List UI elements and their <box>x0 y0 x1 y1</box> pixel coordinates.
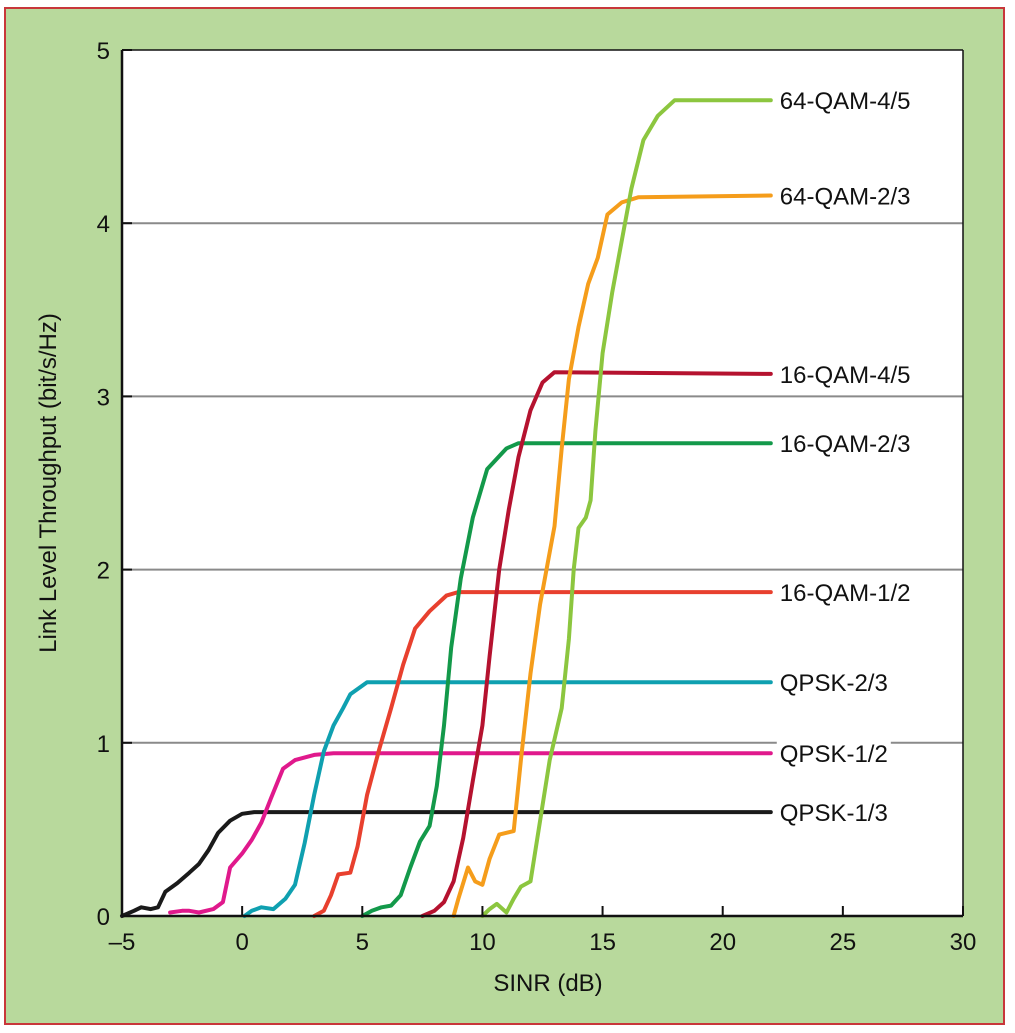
series-line <box>242 680 773 918</box>
x-tick-label: 15 <box>589 929 616 956</box>
x-tick-label: 10 <box>469 929 496 956</box>
series-label-background <box>776 361 914 389</box>
series-label: 64-QAM-4/5 <box>780 88 911 115</box>
series-label: 64-QAM-2/3 <box>780 183 911 210</box>
series-label: 16-QAM-1/2 <box>780 580 911 607</box>
series-line <box>420 370 773 918</box>
x-tick-label: 20 <box>709 929 736 956</box>
series-label-background <box>776 88 914 116</box>
y-tick-label: 0 <box>97 904 110 931</box>
series-lines <box>120 98 773 918</box>
series-label-background <box>776 800 891 828</box>
series-line <box>451 193 773 918</box>
x-tick-label: 25 <box>830 929 857 956</box>
series-line <box>168 751 773 915</box>
series-label: QPSK-1/3 <box>780 800 888 827</box>
y-axis-title: Link Level Throughput (bit/s/Hz) <box>35 313 62 653</box>
series-label-background <box>776 670 891 698</box>
x-tick-label: –5 <box>109 929 136 956</box>
x-axis-title: SINR (dB) <box>493 970 602 997</box>
plot-area <box>122 50 963 916</box>
series-line <box>312 590 773 918</box>
y-tick-label: 1 <box>97 731 110 758</box>
x-tick-label: 0 <box>235 929 248 956</box>
x-tick-label: 5 <box>356 929 369 956</box>
series-label-background <box>776 580 914 608</box>
series-line <box>480 98 773 918</box>
y-tick-label: 5 <box>97 38 110 65</box>
series-line <box>120 810 773 918</box>
series-line <box>360 441 773 918</box>
axes <box>120 49 964 918</box>
x-tick-label: 30 <box>950 929 977 956</box>
series-label: 16-QAM-4/5 <box>780 362 911 389</box>
y-tick-label: 2 <box>97 558 110 585</box>
series-label-background <box>776 183 914 211</box>
series-label-background <box>776 431 914 459</box>
series-label: 16-QAM-2/3 <box>780 431 911 458</box>
y-tick-label: 3 <box>97 384 110 411</box>
series-label: QPSK-2/3 <box>780 670 888 697</box>
series-labels: QPSK-1/3 QPSK-1/2 QPSK-2/3 16-QAM-1/2 16-QAM… <box>776 88 914 828</box>
series-label: QPSK-1/2 <box>780 741 888 768</box>
y-tick-label: 4 <box>97 211 110 238</box>
series-label-background <box>776 741 891 769</box>
